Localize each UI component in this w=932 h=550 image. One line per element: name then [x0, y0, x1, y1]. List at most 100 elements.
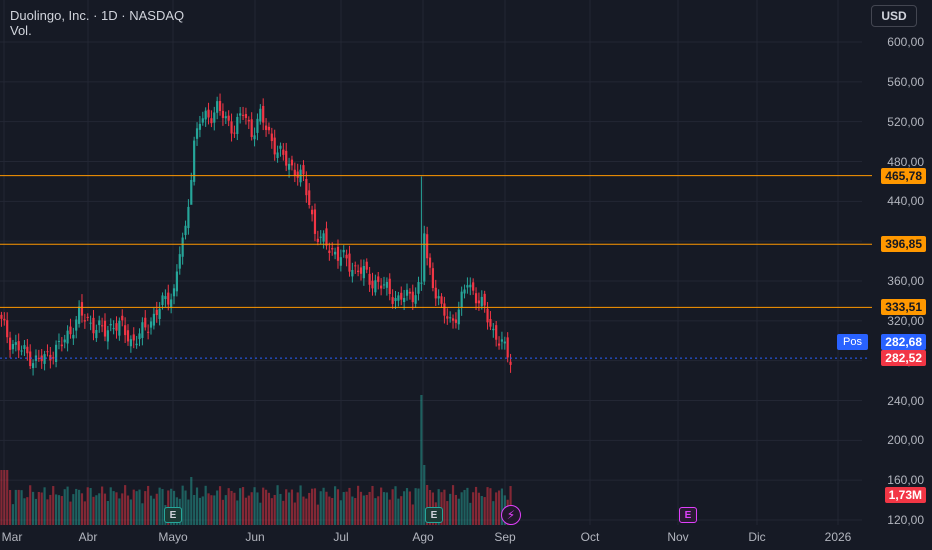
volume-indicator-label[interactable]: Vol.: [10, 23, 32, 38]
candle-body: [328, 250, 331, 254]
volume-bar: [495, 492, 498, 525]
volume-bar: [342, 492, 345, 525]
volume-bar: [403, 491, 406, 525]
candle-body: [184, 225, 187, 236]
volume-bar: [290, 489, 294, 525]
currency-button[interactable]: USD: [871, 5, 917, 27]
volume-bar: [463, 489, 466, 525]
candle-body: [175, 271, 178, 292]
candle-body: [382, 284, 386, 286]
volume-bar: [325, 491, 328, 525]
upcoming-earnings-icon[interactable]: E: [679, 507, 697, 523]
candle-body: [391, 297, 394, 304]
candle-body: [322, 233, 325, 242]
volume-bar: [46, 499, 49, 525]
volume-bar: [241, 487, 245, 525]
volume-bar: [103, 493, 107, 525]
candle-body: [431, 268, 434, 288]
candle-body: [428, 257, 432, 268]
candle-body: [54, 344, 58, 362]
volume-bar: [184, 490, 187, 525]
lightning-event-icon[interactable]: ⚡: [501, 505, 521, 525]
candle-body: [221, 110, 225, 118]
candle-body: [313, 209, 317, 234]
candle-body: [66, 330, 69, 344]
volume-bar: [210, 495, 213, 525]
candle-body: [69, 326, 72, 335]
candle-body: [181, 237, 184, 257]
candle-body: [405, 289, 409, 296]
volume-bar: [331, 497, 334, 525]
candle-body: [144, 317, 147, 328]
volume-bar: [408, 491, 411, 525]
candle-body: [262, 105, 265, 123]
volume-bar: [98, 493, 101, 525]
volume-bar: [80, 493, 84, 525]
volume-bar: [95, 495, 98, 525]
candle-body: [3, 318, 6, 321]
volume-bar: [336, 489, 340, 525]
volume-bar: [256, 492, 259, 525]
volume-bar: [132, 489, 135, 525]
volume-bar: [244, 497, 248, 525]
candle-body: [345, 254, 348, 259]
candle-body: [408, 291, 411, 294]
volume-bar: [262, 487, 265, 525]
candle-body: [259, 108, 262, 122]
volume-bar: [101, 486, 104, 525]
candle-body: [276, 152, 279, 158]
volume-bar: [198, 497, 202, 525]
candle-body: [46, 351, 49, 353]
candle-body: [57, 340, 61, 342]
volume-bar: [365, 494, 368, 525]
candle-body: [377, 276, 380, 282]
volume-bar: [469, 502, 472, 525]
price-tick-label: 320,00: [887, 313, 924, 328]
volume-bar: [147, 485, 150, 525]
candle-body: [230, 121, 233, 134]
candle-body: [273, 137, 276, 155]
volume-bar: [426, 485, 429, 525]
candle-body: [385, 281, 388, 288]
volume-bar: [3, 470, 6, 525]
volume-bar: [181, 485, 184, 525]
position-label[interactable]: Pos: [837, 334, 868, 351]
candle-body: [20, 350, 23, 352]
volume-bar: [66, 486, 69, 525]
candle-body: [124, 325, 127, 336]
level-tag-465: 465,78: [881, 167, 926, 184]
candle-body: [164, 296, 167, 300]
volume-bar: [135, 491, 138, 525]
volume-bar: [14, 489, 17, 525]
candle-body: [310, 209, 314, 215]
volume-bar: [273, 494, 276, 525]
volume-bar: [359, 491, 363, 525]
volume-bar: [37, 492, 40, 525]
candle-body: [152, 313, 155, 326]
volume-bar: [236, 500, 239, 525]
price-tick-label: 160,00: [887, 473, 924, 488]
candle-body: [302, 165, 305, 175]
volume-bar: [92, 496, 95, 525]
candle-body: [451, 318, 455, 321]
volume-bar: [221, 499, 225, 525]
volume-bar: [451, 485, 455, 525]
candle-body: [446, 316, 449, 319]
volume-bar: [193, 495, 196, 525]
time-tick-label: Nov: [667, 530, 689, 544]
candle-body: [250, 119, 253, 137]
volume-bars: [0, 395, 512, 525]
volume-bar: [357, 485, 360, 525]
volume-bar: [377, 496, 380, 525]
earnings-event-icon-may[interactable]: E: [164, 507, 182, 523]
volume-bar: [201, 496, 204, 525]
volume-bar: [161, 489, 164, 525]
earnings-event-icon-aug[interactable]: E: [425, 507, 443, 523]
symbol-title[interactable]: Duolingo, Inc. · 1D · NASDAQ: [10, 8, 185, 23]
volume-bar: [75, 488, 78, 525]
volume-bar: [334, 486, 337, 525]
candle-body: [118, 320, 121, 336]
volume-bar: [371, 485, 374, 525]
candle-body: [449, 317, 452, 319]
